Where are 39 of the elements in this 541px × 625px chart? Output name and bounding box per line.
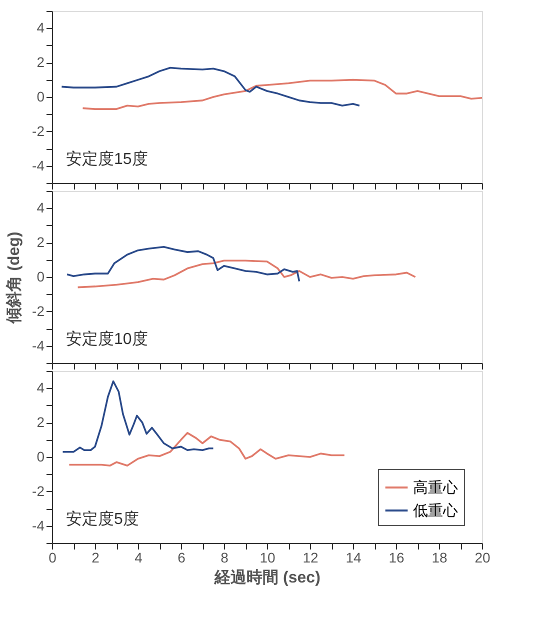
- x-tick-label: 12: [302, 550, 318, 566]
- x-tick-label: 20: [474, 550, 490, 566]
- x-tick-label: 16: [388, 550, 404, 566]
- y-tick-label: -2: [32, 122, 45, 139]
- annotation: 安定度5度: [66, 510, 139, 528]
- x-tick-label: 18: [432, 550, 448, 566]
- line-series: [60, 66, 360, 106]
- x-tick-label: 6: [178, 550, 186, 566]
- x-axis-title: 経過時間 (sec): [214, 568, 320, 586]
- annotation: 安定度15度: [66, 150, 148, 168]
- y-tick-label: 4: [36, 20, 45, 36]
- legend-label: 高重心: [413, 480, 458, 496]
- y-tick-label: 0: [36, 88, 45, 104]
- y-axis-title: 傾斜角 (deg): [5, 232, 24, 324]
- y-tick-label: -2: [32, 482, 45, 499]
- y-tick-label: -4: [32, 517, 45, 534]
- line-series: [68, 432, 346, 466]
- x-tick-label: 0: [48, 550, 57, 566]
- line-series: [82, 78, 483, 110]
- y-tick-label: 4: [36, 200, 45, 216]
- legend-label: 低重心: [413, 502, 458, 520]
- y-tick-label: 0: [36, 268, 45, 284]
- annotation: 安定度10度: [66, 330, 148, 348]
- y-tick-label: 0: [36, 448, 45, 464]
- y-tick-label: 4: [36, 380, 45, 396]
- line-series: [62, 380, 214, 453]
- y-tick-label: 2: [36, 414, 45, 430]
- x-tick-label: 8: [220, 550, 229, 566]
- y-tick-label: -4: [32, 157, 45, 174]
- x-tick-label: 10: [260, 550, 276, 566]
- line-series: [76, 260, 416, 288]
- x-tick-label: 14: [346, 550, 362, 566]
- line-series: [66, 246, 300, 282]
- x-tick-label: 4: [134, 550, 143, 566]
- y-tick-label: 2: [36, 234, 45, 250]
- y-tick-label: -2: [32, 302, 45, 319]
- y-tick-label: 2: [36, 54, 45, 70]
- y-tick-label: -4: [32, 337, 45, 354]
- x-tick-label: 2: [92, 550, 100, 566]
